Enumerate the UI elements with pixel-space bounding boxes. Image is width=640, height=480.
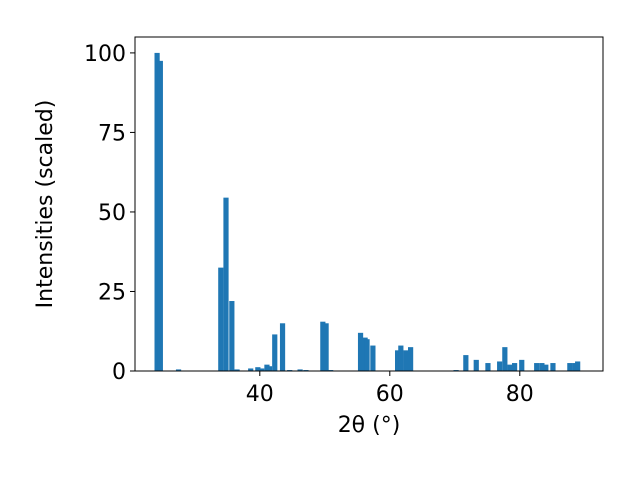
bar	[229, 301, 235, 371]
bar	[279, 323, 286, 371]
y-tick-label: 50	[98, 201, 126, 226]
x-tick-label: 80	[506, 382, 534, 407]
bar	[320, 321, 326, 371]
y-tick-label: 25	[98, 280, 126, 305]
bar	[370, 345, 376, 371]
x-tick-label: 40	[246, 382, 274, 407]
bar	[395, 350, 401, 371]
bar	[157, 60, 163, 371]
y-tick-label: 100	[84, 42, 126, 67]
bar	[259, 368, 265, 371]
bar	[512, 363, 518, 371]
bar	[266, 366, 273, 371]
bar	[403, 350, 409, 371]
bar	[543, 364, 549, 371]
bar	[473, 359, 479, 371]
bar	[398, 345, 404, 371]
bar	[575, 361, 581, 371]
bar	[567, 363, 573, 371]
bar	[519, 359, 525, 371]
bar	[272, 334, 278, 371]
bar	[497, 361, 503, 371]
bar	[539, 363, 545, 371]
bar	[485, 363, 491, 371]
bar	[534, 363, 540, 371]
x-axis-label: 2θ (°)	[338, 413, 401, 438]
bar	[408, 347, 414, 371]
y-tick-label: 0	[112, 360, 126, 385]
bar	[297, 369, 303, 371]
bar	[175, 369, 182, 371]
plot-frame	[134, 36, 604, 372]
bar	[357, 332, 364, 371]
bar	[154, 52, 160, 372]
bar	[323, 323, 329, 371]
bar	[502, 347, 508, 371]
bar	[507, 364, 513, 371]
bar	[223, 197, 229, 371]
bar	[248, 368, 254, 371]
bar	[364, 339, 370, 371]
y-tick-label: 75	[98, 121, 126, 146]
x-tick-label: 60	[376, 382, 404, 407]
bar	[234, 369, 240, 371]
bar	[218, 267, 224, 371]
bar	[255, 367, 261, 371]
bar	[463, 355, 469, 371]
y-axis-label: Intensities (scaled)	[33, 100, 58, 309]
bar	[550, 363, 556, 371]
